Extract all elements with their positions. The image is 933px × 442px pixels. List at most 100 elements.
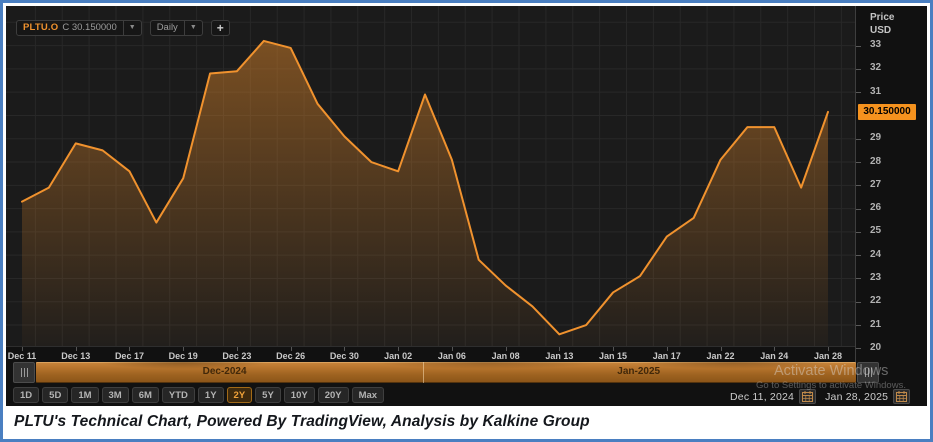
date-range-fields: Dec 11, 2024 Jan 28, 2025 bbox=[730, 389, 911, 404]
add-comparison-button[interactable]: + bbox=[210, 20, 230, 36]
x-axis-tick bbox=[559, 347, 561, 351]
scrollbar-right-handle[interactable] bbox=[857, 362, 879, 383]
y-axis-tick bbox=[856, 325, 861, 327]
x-axis-tick bbox=[666, 347, 668, 351]
grip-icon bbox=[23, 368, 25, 377]
range-button-2y[interactable]: 2Y bbox=[226, 387, 253, 403]
x-axis-label: Jan 15 bbox=[599, 351, 628, 361]
scrollbar-track[interactable]: Dec-2024 Jan-2025 bbox=[36, 362, 856, 383]
y-axis-tick bbox=[856, 92, 861, 94]
x-axis-tick bbox=[451, 347, 453, 351]
calendar-button[interactable] bbox=[893, 389, 911, 404]
price-axis-title-line1: Price bbox=[870, 12, 895, 23]
y-axis-tick bbox=[856, 208, 861, 210]
date-from-value: Dec 11, 2024 bbox=[730, 390, 795, 403]
plus-icon: + bbox=[216, 21, 224, 35]
y-axis-label: 25 bbox=[870, 225, 882, 237]
grip-icon bbox=[870, 368, 872, 377]
last-price-badge: 30.150000 bbox=[858, 103, 916, 120]
y-axis-label: 20 bbox=[870, 341, 882, 353]
chart-range-scrollbar: Dec-2024 Jan-2025 bbox=[13, 362, 879, 383]
y-axis-tick bbox=[856, 301, 861, 303]
x-axis-tick bbox=[398, 347, 400, 351]
x-axis-tick bbox=[236, 347, 238, 351]
y-axis-tick bbox=[856, 348, 861, 350]
x-axis-label: Jan 22 bbox=[706, 351, 735, 361]
y-axis-tick bbox=[856, 45, 861, 47]
scrollbar-month-label: Jan-2025 bbox=[617, 366, 661, 377]
y-axis-tick bbox=[856, 138, 861, 140]
y-axis-label: 24 bbox=[870, 248, 882, 260]
chart-caption: PLTU's Technical Chart, Powered By Tradi… bbox=[14, 413, 590, 430]
x-axis-tick bbox=[129, 347, 131, 351]
x-axis-label: Dec 17 bbox=[114, 351, 144, 361]
x-axis-label: Jan 13 bbox=[545, 351, 574, 361]
range-button-1m[interactable]: 1M bbox=[71, 387, 99, 403]
y-axis-label: 23 bbox=[870, 271, 882, 283]
grip-icon bbox=[864, 368, 866, 377]
x-axis-tick bbox=[613, 347, 615, 351]
range-button-1y[interactable]: 1Y bbox=[197, 387, 224, 403]
y-axis-tick bbox=[856, 231, 861, 233]
date-axis[interactable]: Dec 11 Dec 13 Dec 17 Dec 19 Dec 23 Dec 26 Dec … bbox=[6, 346, 855, 362]
price-chart-plot[interactable] bbox=[6, 6, 855, 346]
interval-selector[interactable]: Daily ▼ bbox=[149, 20, 203, 36]
x-axis-tick bbox=[505, 347, 507, 351]
x-axis-label: Dec 11 bbox=[7, 351, 37, 361]
x-axis-label: Dec 19 bbox=[168, 351, 198, 361]
x-axis-label: Jan 06 bbox=[437, 351, 466, 361]
symbol-selector[interactable]: PLTU.O C 30.150000 ▼ bbox=[16, 20, 142, 36]
y-axis-label: 28 bbox=[870, 155, 882, 167]
date-from-field[interactable]: Dec 11, 2024 bbox=[730, 389, 817, 404]
calendar-icon bbox=[896, 391, 908, 402]
y-axis-label: 29 bbox=[870, 132, 882, 144]
chevron-down-icon[interactable]: ▼ bbox=[183, 21, 202, 35]
x-axis-label: Dec 13 bbox=[61, 351, 91, 361]
y-axis-label: 31 bbox=[870, 85, 882, 97]
chart-toolbar: PLTU.O C 30.150000 ▼ Daily ▼ + bbox=[16, 20, 230, 36]
date-to-field[interactable]: Jan 28, 2025 bbox=[825, 389, 911, 404]
date-to-value: Jan 28, 2025 bbox=[825, 390, 889, 403]
range-button-10y[interactable]: 10Y bbox=[283, 387, 315, 403]
price-axis[interactable]: Price USD 30.150000 33 32 31 29 28 27 26 25 24 23… bbox=[855, 6, 927, 362]
grip-icon bbox=[867, 368, 869, 377]
x-axis-tick bbox=[774, 347, 776, 351]
y-axis-tick bbox=[856, 185, 861, 187]
range-button-max[interactable]: Max bbox=[351, 387, 385, 403]
x-axis-tick bbox=[344, 347, 346, 351]
x-axis-tick bbox=[828, 347, 829, 351]
y-axis-label: 26 bbox=[870, 202, 882, 214]
x-axis-tick bbox=[183, 347, 185, 351]
y-axis-label: 22 bbox=[870, 295, 882, 307]
grip-icon bbox=[20, 368, 22, 377]
x-axis-label: Jan 28 bbox=[813, 351, 843, 361]
x-axis-label: Jan 17 bbox=[652, 351, 681, 361]
range-button-3m[interactable]: 3M bbox=[101, 387, 129, 403]
trading-chart-panel: PLTU.O C 30.150000 ▼ Daily ▼ + Price USD… bbox=[6, 6, 927, 406]
interval-label: Daily bbox=[156, 22, 178, 33]
calendar-button[interactable] bbox=[799, 389, 817, 404]
range-button-ytd[interactable]: YTD bbox=[161, 387, 195, 403]
last-price-label: C 30.150000 bbox=[62, 22, 117, 33]
range-button-5d[interactable]: 5D bbox=[42, 387, 69, 403]
month-divider bbox=[423, 362, 425, 383]
range-button-5y[interactable]: 5Y bbox=[255, 387, 281, 403]
y-axis-label: 21 bbox=[870, 318, 882, 330]
y-axis-label: 27 bbox=[870, 178, 882, 190]
y-axis-tick bbox=[856, 162, 861, 164]
x-axis-label: Jan 08 bbox=[491, 351, 520, 361]
range-button-20y[interactable]: 20Y bbox=[317, 387, 349, 403]
x-axis-tick bbox=[22, 347, 23, 351]
grip-icon bbox=[26, 368, 28, 377]
scrollbar-left-handle[interactable] bbox=[13, 362, 35, 383]
x-axis-label: Dec 26 bbox=[276, 351, 306, 361]
scrollbar-month-label: Dec-2024 bbox=[202, 366, 247, 377]
x-axis-tick bbox=[290, 347, 292, 351]
range-button-1d[interactable]: 1D bbox=[13, 387, 40, 403]
y-axis-tick bbox=[856, 255, 861, 257]
range-button-6m[interactable]: 6M bbox=[131, 387, 159, 403]
chevron-down-icon[interactable]: ▼ bbox=[122, 21, 141, 35]
ticker-symbol: PLTU.O bbox=[23, 22, 59, 33]
x-axis-tick bbox=[720, 347, 722, 351]
